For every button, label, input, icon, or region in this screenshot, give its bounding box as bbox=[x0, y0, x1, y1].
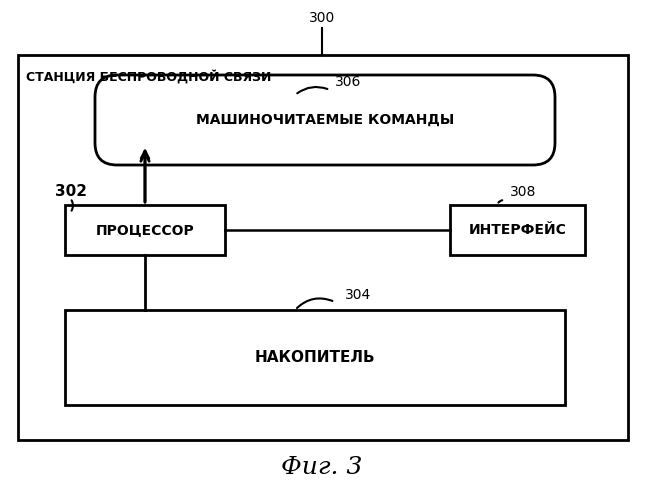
Text: 306: 306 bbox=[335, 75, 361, 89]
Bar bbox=[18, 55, 628, 440]
Text: 304: 304 bbox=[345, 288, 372, 302]
Text: МАШИНОЧИТАЕМЫЕ КОМАНДЫ: МАШИНОЧИТАЕМЫЕ КОМАНДЫ bbox=[196, 113, 454, 127]
Bar bbox=[65, 205, 225, 255]
Bar bbox=[65, 310, 565, 405]
Text: 308: 308 bbox=[510, 185, 537, 199]
Bar bbox=[450, 205, 585, 255]
Text: СТАНЦИЯ БЕСПРОВОДНОЙ СВЯЗИ: СТАНЦИЯ БЕСПРОВОДНОЙ СВЯЗИ bbox=[26, 70, 272, 84]
Text: 302: 302 bbox=[55, 184, 87, 200]
Text: 300: 300 bbox=[309, 11, 335, 25]
Text: ИНТЕРФЕЙС: ИНТЕРФЕЙС bbox=[468, 223, 566, 237]
Text: ПРОЦЕССОР: ПРОЦЕССОР bbox=[95, 223, 194, 237]
Text: НАКОПИТЕЛЬ: НАКОПИТЕЛЬ bbox=[255, 350, 375, 365]
Text: Фиг. 3: Фиг. 3 bbox=[281, 456, 362, 479]
FancyBboxPatch shape bbox=[95, 75, 555, 165]
